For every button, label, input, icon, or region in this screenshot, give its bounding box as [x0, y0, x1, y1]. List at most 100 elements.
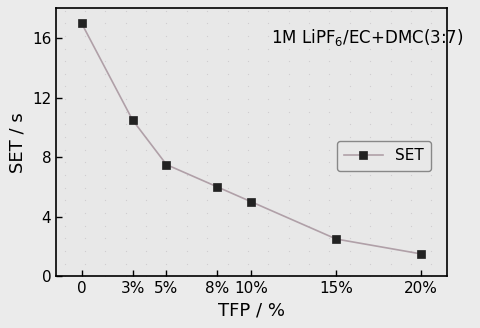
Point: [61, 210, 69, 215]
Point: [183, 173, 191, 178]
Point: [204, 109, 211, 114]
Point: [305, 71, 313, 76]
Point: [366, 33, 374, 38]
Point: [142, 134, 150, 140]
Point: [285, 33, 292, 38]
Point: [305, 210, 313, 215]
Point: [224, 109, 231, 114]
Point: [163, 173, 170, 178]
Point: [428, 274, 435, 279]
Point: [428, 210, 435, 215]
Point: [163, 223, 170, 228]
Point: [285, 84, 292, 89]
Point: [428, 173, 435, 178]
Point: [366, 71, 374, 76]
Point: [264, 210, 272, 215]
Point: [387, 160, 395, 165]
Point: [163, 198, 170, 203]
Point: [407, 96, 415, 102]
Point: [183, 21, 191, 26]
Point: [346, 71, 354, 76]
Point: [428, 236, 435, 241]
Point: [183, 274, 191, 279]
Point: [285, 71, 292, 76]
Point: [448, 96, 456, 102]
Point: [163, 248, 170, 254]
Point: [163, 274, 170, 279]
Point: [428, 134, 435, 140]
Point: [101, 173, 109, 178]
Point: [285, 274, 292, 279]
Point: [264, 122, 272, 127]
Point: [204, 198, 211, 203]
Point: [325, 33, 333, 38]
Point: [81, 248, 89, 254]
Point: [61, 21, 69, 26]
Point: [387, 33, 395, 38]
Point: [366, 59, 374, 64]
Point: [122, 33, 130, 38]
Point: [183, 109, 191, 114]
Point: [448, 236, 456, 241]
Point: [101, 210, 109, 215]
Point: [142, 96, 150, 102]
Point: [224, 261, 231, 266]
Point: [407, 274, 415, 279]
Point: [407, 122, 415, 127]
Point: [163, 185, 170, 190]
Point: [204, 33, 211, 38]
Point: [387, 261, 395, 266]
Point: [244, 8, 252, 13]
Point: [448, 122, 456, 127]
Point: [81, 274, 89, 279]
Point: [204, 84, 211, 89]
Point: [428, 160, 435, 165]
Point: [387, 96, 395, 102]
Point: [244, 21, 252, 26]
Point: [264, 71, 272, 76]
Point: [264, 248, 272, 254]
Point: [366, 173, 374, 178]
Point: [305, 84, 313, 89]
Point: [448, 109, 456, 114]
Point: [101, 185, 109, 190]
Point: [122, 96, 130, 102]
Point: [81, 173, 89, 178]
Point: [183, 236, 191, 241]
Point: [163, 160, 170, 165]
Point: [244, 274, 252, 279]
Point: [101, 160, 109, 165]
Point: [448, 71, 456, 76]
Point: [407, 236, 415, 241]
Point: [163, 236, 170, 241]
Point: [183, 134, 191, 140]
Point: [183, 248, 191, 254]
Point: [81, 59, 89, 64]
Point: [366, 21, 374, 26]
Point: [264, 59, 272, 64]
Point: [101, 274, 109, 279]
Point: [224, 59, 231, 64]
Point: [387, 147, 395, 153]
Point: [204, 147, 211, 153]
Point: [204, 185, 211, 190]
Point: [101, 134, 109, 140]
Point: [122, 236, 130, 241]
Point: [264, 274, 272, 279]
Point: [122, 173, 130, 178]
Point: [224, 160, 231, 165]
Point: [183, 185, 191, 190]
Point: [122, 122, 130, 127]
Point: [244, 198, 252, 203]
Point: [387, 185, 395, 190]
Point: [264, 236, 272, 241]
Point: [61, 236, 69, 241]
Point: [204, 134, 211, 140]
Point: [163, 210, 170, 215]
Point: [122, 84, 130, 89]
Point: [81, 71, 89, 76]
Y-axis label: SET / s: SET / s: [8, 112, 26, 173]
Point: [366, 122, 374, 127]
SET: [418, 252, 424, 256]
SET: [130, 118, 135, 122]
